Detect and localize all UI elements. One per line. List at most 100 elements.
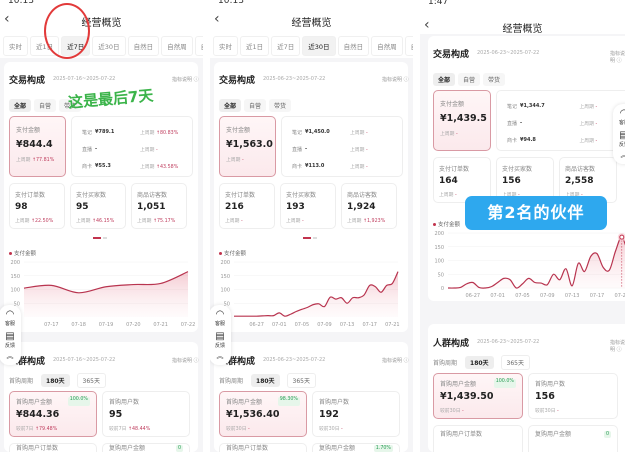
metric-help-link[interactable]: 指标说明 ⓘ <box>610 50 625 64</box>
metric-card[interactable]: 支付订单数 164 上周期 - <box>433 157 491 203</box>
metric-card[interactable]: 支付订单数 216 上周期 - <box>219 183 275 229</box>
crowd-metric-card[interactable]: 首购用户数 192 较前30日 - <box>312 391 400 437</box>
period-option[interactable]: 365天 <box>76 373 106 388</box>
crowd-metric-card[interactable]: 首购用户订单数 <box>433 425 523 452</box>
subtab-0[interactable]: 全部 <box>219 99 242 112</box>
tab-6[interactable]: 自然月 <box>404 36 413 56</box>
tab-0[interactable]: 实时 <box>213 36 238 56</box>
channel-value: - <box>95 146 98 152</box>
crowd-metric-card[interactable]: 复购用户金额 1.70% <box>312 443 400 452</box>
tab-4[interactable]: 自然日 <box>337 36 370 56</box>
tab-3[interactable]: 近30日 <box>302 36 336 56</box>
channel-name: 商卡 <box>292 164 303 170</box>
feedback-label: 反馈 <box>4 343 15 349</box>
crowd-metric-card[interactable]: 首购用户金额 100.0% ¥844.36 较前7日 ↑79.48% <box>9 391 97 437</box>
x-tick-label: 07-17 <box>590 293 605 299</box>
feedback-button[interactable]: ▤反馈 <box>613 130 625 148</box>
back-icon[interactable]: ‹ <box>4 11 10 27</box>
period-option[interactable]: 180天 <box>251 374 280 387</box>
crowd-help-link[interactable]: 指标说明 ⓘ <box>172 357 199 364</box>
metric-card[interactable]: 支付订单数 98 上周期 ↑22.50% <box>9 183 65 229</box>
subtab-0[interactable]: 全部 <box>433 73 456 86</box>
metric-card[interactable]: 商品访客数 2,558 上周期 - <box>559 157 617 203</box>
x-tick-label: 07-13 <box>340 322 355 328</box>
period-option[interactable]: 180天 <box>465 356 494 369</box>
tab-6[interactable]: 自然月 <box>194 36 203 56</box>
crowd-metric-card[interactable]: 首购用户数 156 较前30日 - <box>528 373 618 419</box>
subtab-1[interactable]: 自营 <box>34 99 57 112</box>
subtab-2[interactable]: 带货 <box>483 73 506 86</box>
channel-name-value: 笔记 ¥1,450.0 <box>292 129 350 136</box>
feedback-button[interactable]: ▤反馈 <box>0 331 21 349</box>
crowd-metric-card[interactable]: 首购用户订单数 <box>219 443 307 452</box>
metric-card[interactable]: 商品访客数 1,051 上周期 ↑75.17% <box>131 183 187 229</box>
tab-4[interactable]: 自然日 <box>127 36 160 56</box>
period-option[interactable]: 365天 <box>286 373 316 388</box>
customer-service-button[interactable]: ◠客服 <box>0 309 21 327</box>
customer-service-button[interactable]: ◠客服 <box>210 309 231 327</box>
app-header <box>420 0 625 34</box>
floating-service-widget: ◠客服 ▤反馈 ︽ <box>210 305 231 365</box>
trade-subtabs: 全部 自营 带货 <box>9 93 84 112</box>
metric-card[interactable]: 商品访客数 1,924 上周期 ↑1,923% <box>341 183 397 229</box>
period-option[interactable]: 365天 <box>500 355 530 370</box>
crowd-metric-card[interactable]: 复购用户金额 0 <box>528 425 618 452</box>
pay-amount-box[interactable]: 支付金额 ¥844.4 上周期 ↑77.81% <box>9 116 66 177</box>
feedback-button[interactable]: ▤反馈 <box>210 331 231 349</box>
crowd-metric-card[interactable]: 复购用户金额 0 <box>102 443 190 452</box>
metric-help-link[interactable]: 指标说明 ⓘ <box>172 76 199 83</box>
y-tick-label: 150 <box>10 274 20 280</box>
subtab-0[interactable]: 全部 <box>9 99 32 112</box>
metric-compare: 上周期 ↑46.15% <box>76 217 120 224</box>
metric-card[interactable]: 支付买家数 193 上周期 - <box>280 183 336 229</box>
metric-value: 98 <box>15 202 28 212</box>
crowd-metric-card[interactable]: 首购用户数 95 较前7日 ↑48.44% <box>102 391 190 437</box>
crowd-help-link[interactable]: 指标说明 ⓘ <box>382 357 409 364</box>
tab-3[interactable]: 近30日 <box>92 36 126 56</box>
subtab-1[interactable]: 自营 <box>458 73 481 86</box>
metric-card[interactable]: 支付买家数 156 上周期 - <box>496 157 554 203</box>
compare-label: 上周期 <box>225 219 240 224</box>
metric-label: 支付买家数 <box>502 166 533 173</box>
compare-label: 上周期 <box>502 193 516 198</box>
subtab-2[interactable]: 带货 <box>59 99 82 112</box>
collapse-chevron-icon[interactable]: ︽ <box>216 352 224 360</box>
share-badge: 100.0% <box>493 379 516 388</box>
channel-compare: 上周期 - <box>580 137 598 144</box>
crowd-metric-card[interactable]: 首购用户金额 98.30% ¥1,536.40 较前30日 - <box>219 391 307 437</box>
tab-0[interactable]: 实时 <box>3 36 28 56</box>
pay-amount-box[interactable]: 支付金额 ¥1,563.0 上周期 - <box>219 116 276 177</box>
pay-amount-box[interactable]: 支付金额 ¥1,439.5 上周期 - <box>433 90 491 151</box>
period-option[interactable]: 180天 <box>41 374 70 387</box>
compare-label: 上周期 <box>15 219 30 224</box>
subtab-2[interactable]: 带货 <box>269 99 292 112</box>
channel-value: ¥1,344.7 <box>520 103 545 109</box>
crowd-metric-card[interactable]: 首购用户订单数 <box>9 443 97 452</box>
back-icon[interactable]: ‹ <box>214 11 220 27</box>
x-tick-label: 07-01 <box>272 322 287 328</box>
metric-card[interactable]: 支付买家数 95 上周期 ↑46.15% <box>70 183 126 229</box>
channel-compare: 上周期 - <box>580 120 598 127</box>
crowd-card-header: 首购用户订单数 <box>440 431 516 438</box>
metric-help-link[interactable]: 指标说明 ⓘ <box>382 76 409 83</box>
crowd-card-label: 首购用户金额 <box>226 399 263 406</box>
crowd-metric-card[interactable]: 首购用户金额 100.0% ¥1,439.50 较前30日 - <box>433 373 523 419</box>
collapse-chevron-icon[interactable]: ︽ <box>613 150 625 160</box>
tab-5[interactable]: 自然周 <box>161 36 193 56</box>
compare-value: - <box>454 193 457 198</box>
crowd-card-header: 首购用户金额 100.0% <box>16 397 90 406</box>
customer-service-button[interactable]: ◠客服 <box>613 108 625 126</box>
info-icon: ⓘ <box>615 347 622 353</box>
y-tick-label: 100 <box>220 288 230 294</box>
tab-1[interactable]: 近1日 <box>240 36 270 56</box>
trade-date-range: 2025-06-23~2025-07-22 <box>477 50 540 56</box>
period-label: 首购周期 <box>433 360 458 367</box>
subtab-1[interactable]: 自营 <box>244 99 267 112</box>
period-label: 首购周期 <box>219 378 244 385</box>
back-icon[interactable]: ‹ <box>424 17 430 33</box>
tab-5[interactable]: 自然周 <box>371 36 403 56</box>
x-tick-label: 07-09 <box>540 293 555 299</box>
tab-2[interactable]: 近7日 <box>271 36 301 56</box>
crowd-help-link[interactable]: 指标说明 ⓘ <box>610 339 625 353</box>
collapse-chevron-icon[interactable]: ︽ <box>6 352 14 360</box>
